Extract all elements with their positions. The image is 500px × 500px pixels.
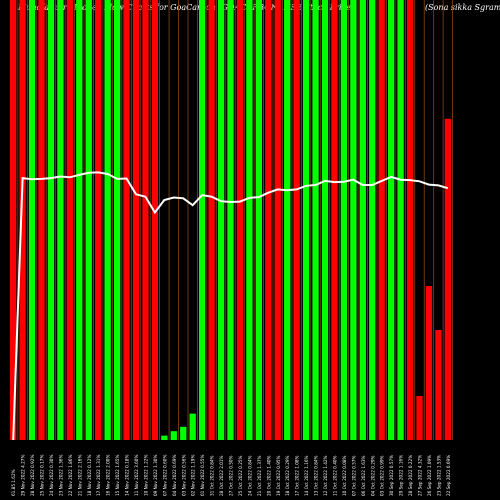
x-tick-label: 17 Oct 2022 1.08% [295, 455, 300, 496]
x-tick-label: 28 Oct 2022 2.01% [219, 455, 224, 496]
bar-30 [293, 0, 300, 440]
bar-14 [142, 0, 149, 440]
bar-2 [28, 0, 36, 440]
x-tick-label: 04 Oct 2022 0.29% [370, 455, 375, 496]
bar-46 [444, 118, 451, 441]
bar-33 [321, 0, 329, 440]
x-tick-label: 04 Nov 2022 0.69% [172, 455, 177, 496]
x-tick-label: 09 Nov 2022 1.30% [153, 455, 158, 496]
bar-7 [76, 0, 83, 440]
bar-12 [123, 0, 130, 440]
bar-4 [47, 0, 55, 440]
bar-27 [265, 0, 272, 440]
bar-22 [217, 0, 225, 440]
bar-16 [161, 435, 168, 440]
x-tick-label: 19 Oct 2022 0.95% [276, 455, 281, 496]
bar-15 [151, 0, 159, 440]
x-tick-label: 20 Oct 2022 1.40% [266, 455, 271, 496]
x-tick-label: 23 Sep 2022 1.53% [436, 455, 441, 496]
bar-3 [38, 0, 45, 440]
x-tick-label: 23 Nov 2022 1.36% [58, 455, 63, 496]
x-tick-label: 07 Nov 2022 0.60% [162, 455, 167, 496]
bar-10 [104, 0, 111, 440]
bar-43 [416, 396, 423, 440]
bar-18 [180, 426, 187, 440]
x-tick-label: 03 Nov 2022 0.56% [181, 455, 186, 496]
bar-28 [274, 0, 281, 440]
x-tick-label: 11 Nov 2022 3.60% [134, 455, 139, 496]
bar-39 [378, 0, 385, 440]
bar-32 [312, 0, 319, 440]
bar-20 [199, 0, 206, 440]
x-tick-label: 18 Oct 2022 0.29% [285, 455, 290, 496]
price-line [12, 171, 449, 441]
bar-45 [435, 330, 442, 440]
x-tick-label: 24 Nov 2022 0.30% [49, 455, 54, 496]
bar-13 [132, 0, 140, 440]
bar-37 [359, 0, 366, 440]
bar-44 [425, 286, 433, 440]
bar-40 [388, 0, 395, 440]
bar-21 [208, 0, 215, 440]
bar-35 [340, 0, 348, 440]
x-tick-label: 26 Sep 2022 1.09% [427, 455, 432, 496]
bar-6 [66, 0, 73, 440]
x-tick-label: 10 Oct 2022 0.08% [342, 455, 347, 496]
x-tick-label: 14 Oct 2022 1.16% [304, 455, 309, 496]
x-tick-label: 25 Nov 2022 0.17% [40, 455, 45, 496]
bar-8 [85, 0, 92, 440]
bar-24 [236, 0, 244, 440]
x-tick-label: 61.85 1.62% [11, 469, 16, 496]
x-tick-label: 22 Nov 2022 1.86% [68, 455, 73, 496]
bar-23 [227, 0, 234, 440]
x-tick-label: 11 Oct 2022 0.40% [332, 455, 337, 496]
bar-19 [189, 413, 196, 440]
bar-25 [246, 0, 253, 440]
bar-41 [397, 0, 404, 440]
bar-1 [19, 0, 26, 440]
bar-26 [255, 0, 262, 440]
x-tick-label: 18 Nov 2022 0.12% [87, 455, 92, 496]
bar-11 [113, 0, 121, 440]
bar-29 [284, 0, 291, 440]
x-tick-label: 02 Nov 2022 1.19% [191, 455, 196, 496]
bar-42 [406, 0, 414, 440]
x-tick-label: 17 Nov 2022 1.31% [96, 455, 101, 496]
chart-title: MunafaSutra Money Flow Charts for GoaCar… [18, 3, 351, 12]
x-tick-label: 29 Sep 2022 1.16% [399, 455, 404, 496]
x-tick-label: 27 Sep 2022 4.32% [418, 455, 423, 496]
bar-9 [95, 0, 102, 440]
x-tick-label: 21 Nov 2022 2.16% [77, 455, 82, 496]
x-tick-label: 07 Oct 2022 0.57% [351, 455, 356, 496]
x-tick-label: 01 Nov 2022 0.55% [200, 455, 205, 496]
x-tick-label: 21 Oct 2022 1.37% [257, 455, 262, 496]
x-tick-label: 16 Nov 2022 2.00% [106, 455, 111, 496]
x-tick-label: 22 Sep 2022 0.69% [446, 455, 451, 496]
x-tick-label: 10 Nov 2022 1.22% [143, 455, 148, 496]
bar-5 [57, 0, 64, 440]
x-tick-label: 15 Nov 2022 1.65% [115, 455, 120, 496]
x-tick-label: 14 Nov 2022 0.18% [125, 455, 130, 496]
x-tick-label: 25 Oct 2022 0.25% [238, 455, 243, 496]
x-tick-label: 31 Oct 2022 0.84% [210, 455, 215, 496]
bar-17 [170, 431, 177, 440]
x-tick-label: 28 Nov 2022 0.92% [30, 455, 35, 496]
bar-31 [302, 0, 310, 440]
bar-38 [369, 0, 376, 440]
bar-36 [350, 0, 357, 440]
x-tick-label: 28 Sep 2022 0.22% [408, 455, 413, 496]
x-tick-label: 13 Oct 2022 0.84% [314, 455, 319, 496]
x-tick-label: 30 Sep 2022 0.57% [389, 455, 394, 496]
x-tick-label: 03 Oct 2022 0.99% [380, 455, 385, 496]
x-tick-label: 27 Oct 2022 0.50% [229, 455, 234, 496]
chart-subtitle: (Sona sikka Sgram) [425, 3, 500, 12]
x-tick-label: 29 Nov 2022 4.27% [21, 455, 26, 496]
x-tick-label: 12 Oct 2022 1.42% [323, 455, 328, 496]
x-tick-label: 06 Oct 2022 1.63% [361, 455, 366, 496]
bar-34 [331, 0, 338, 440]
bar-0 [10, 0, 17, 440]
x-tick-label: 24 Oct 2022 0.84% [247, 455, 252, 496]
